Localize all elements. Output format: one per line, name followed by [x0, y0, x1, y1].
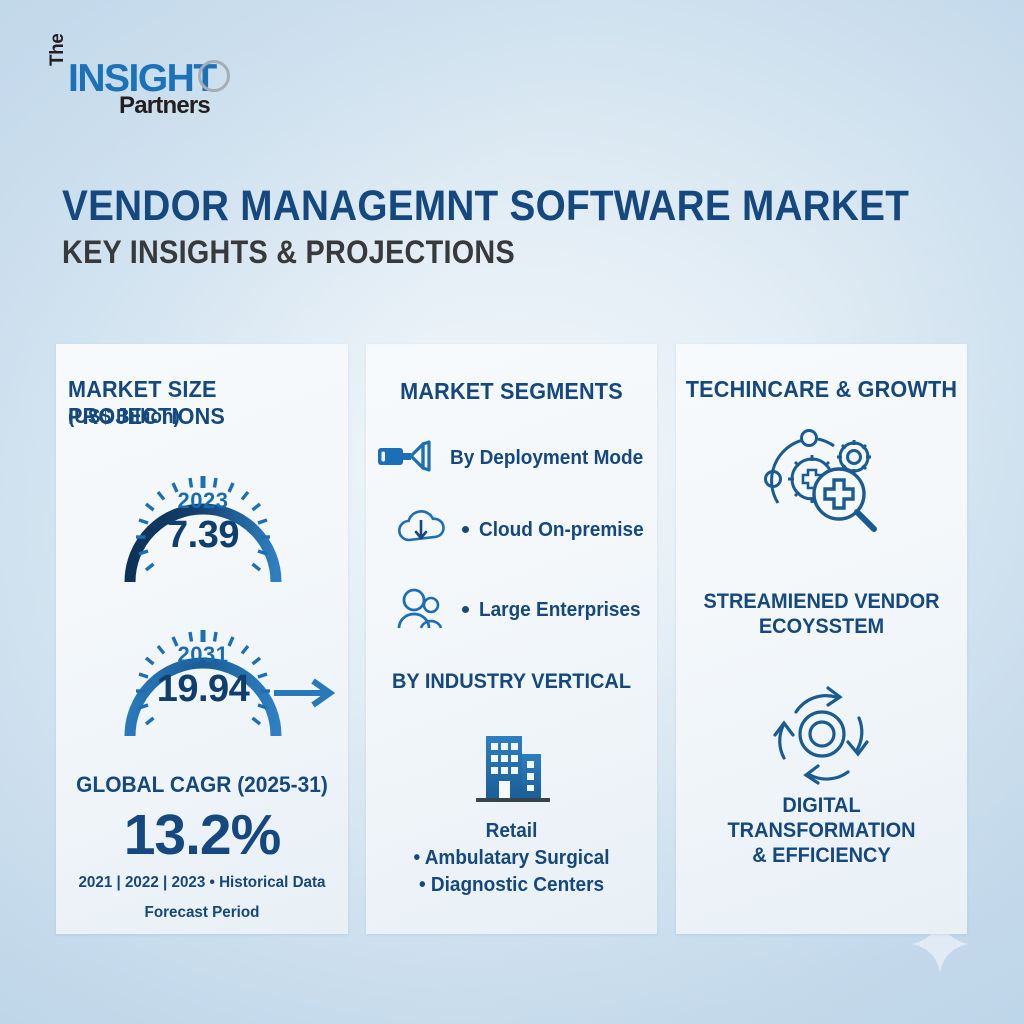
gears-magnifier-medical-icon: [760, 422, 884, 547]
card-market-size-units: (US$ Billion): [68, 406, 180, 428]
page-subtitle: KEY INSIGHTS & PROJECTIONS: [62, 234, 515, 270]
tech-growth-caption-1: STREAMIENED VENDOR ECOYSSTEM: [683, 590, 959, 640]
brand-logo: The INSIGHT Partners: [46, 34, 276, 124]
circle-outline-icon: [198, 60, 230, 92]
arrow-right-icon: [274, 678, 336, 708]
segment-label-cloud-onpremise: Cloud On-premise: [479, 519, 644, 541]
segment-row-deployment-mode: By Deployment Mode: [376, 439, 653, 478]
circular-arrows-refresh-icon: [764, 680, 880, 793]
gauge-2023-value: 7.39: [167, 514, 239, 556]
logo-the-text: The: [47, 33, 68, 66]
industry-vertical-title: BY INDUSTRY VERTICAL: [391, 670, 632, 693]
caption-2-line-1: DIGITAL: [782, 794, 861, 817]
segment-label-large-enterprises: Large Enterprises: [479, 599, 641, 621]
cloud-download-icon: [396, 509, 450, 552]
projector-icon: [376, 439, 438, 478]
industry-item-ambulatory: • Ambulatary Surgical: [413, 847, 610, 869]
four-point-star-icon: [911, 915, 969, 973]
bullet-icon: [462, 605, 469, 613]
caption-2-line-3: & EFFICIENCY: [752, 843, 891, 867]
logo-partners-text: Partners: [119, 92, 211, 119]
caption-2-line-2: TRANSFORMATION: [727, 818, 916, 842]
card-market-segments: MARKET SEGMENTS By Deployment Mode Cloud…: [366, 344, 657, 934]
caption-1-line-2: ECOYSSTEM: [758, 614, 885, 638]
industry-item-diagnostic: • Diagnostic Centers: [418, 874, 605, 896]
card-market-size: MARKET SIZE PROJECTIONS (US$ Billion): [56, 344, 348, 934]
logo-insight-text: INSIGHT: [68, 57, 217, 100]
caption-1-line-1: STREAMIENED VENDOR: [703, 590, 940, 613]
bullet-icon: [462, 525, 469, 533]
forecast-period-line: Forecast Period: [144, 904, 260, 921]
gauge-2023: 2023 7.39: [108, 442, 298, 592]
card-market-size-title: MARKET SIZE PROJECTIONS: [68, 376, 226, 429]
industry-item-retail: Retail: [485, 820, 538, 842]
card-market-segments-title: MARKET SEGMENTS: [400, 378, 623, 404]
gauge-2023-year: 2023: [177, 488, 229, 513]
segment-row-large-enterprises: Large Enterprises: [396, 587, 649, 634]
cagr-value: 13.2%: [123, 803, 282, 867]
cagr-label: GLOBAL CAGR (2025-31): [76, 772, 328, 797]
office-building-icon: [468, 726, 556, 811]
card-tech-growth-title: TECHINCARE & GROWTH: [685, 376, 958, 402]
tech-growth-caption-2: DIGITAL TRANSFORMATION & EFFICIENCY: [683, 794, 959, 868]
historical-data-line: 2021 | 2022 | 2023 • Historical Data: [78, 874, 326, 891]
card-tech-growth: TECHINCARE & GROWTH: [676, 344, 967, 934]
users-icon: [396, 587, 450, 634]
segment-row-cloud: Cloud On-premise: [396, 509, 652, 552]
gauge-2031-value: 19.94: [156, 668, 250, 710]
gauge-2031-year: 2031: [177, 642, 229, 667]
segment-label-deployment-mode: By Deployment Mode: [450, 447, 644, 469]
page-title: VENDOR MANAGEMNT SOFTWARE MARKET: [62, 182, 910, 230]
gauge-2031: 2031 19.94: [108, 596, 338, 746]
